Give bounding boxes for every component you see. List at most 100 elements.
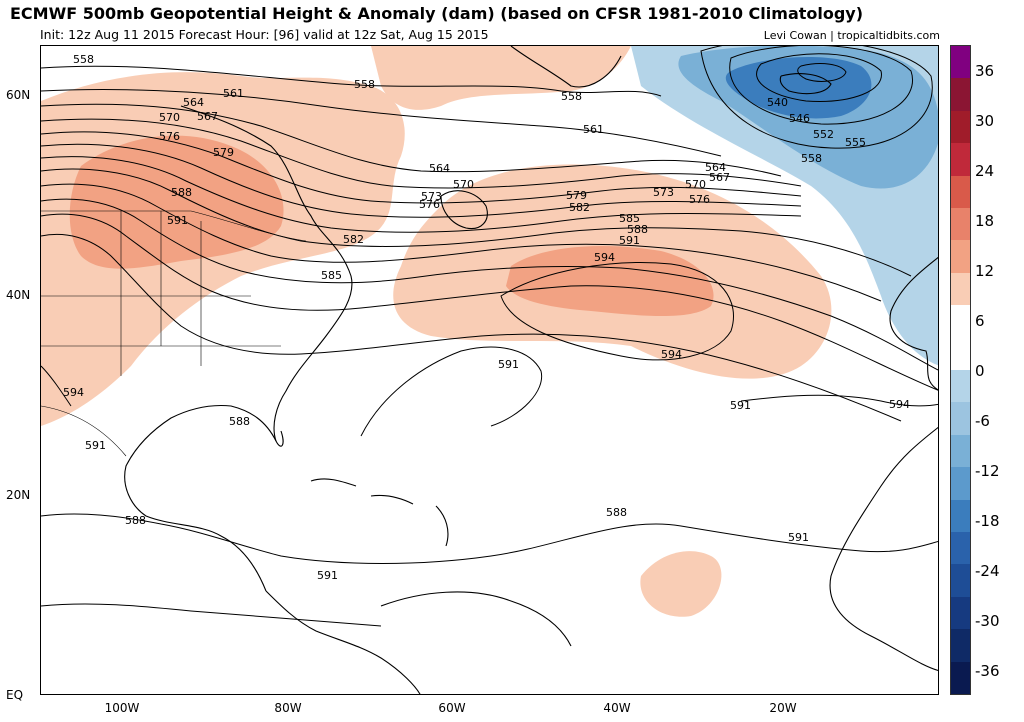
contour-label: 570 bbox=[159, 111, 180, 124]
contour-label: 591 bbox=[788, 531, 809, 544]
colorbar-label-36: 36 bbox=[975, 62, 995, 80]
contour-label: 558 bbox=[561, 90, 582, 103]
north-america-east-coast bbox=[180, 105, 353, 447]
colorbar-label-neg18: -18 bbox=[975, 512, 1000, 530]
contour-label: 591 bbox=[317, 569, 338, 582]
colorbar-label-neg6: -6 bbox=[975, 412, 990, 430]
contour-label: 591 bbox=[498, 358, 519, 371]
contour-label: 591 bbox=[167, 214, 188, 227]
negative-anomaly-center bbox=[725, 56, 872, 119]
contour-label: 588 bbox=[627, 223, 648, 236]
colorbar-segment bbox=[951, 240, 970, 274]
political-borders bbox=[41, 210, 307, 457]
colorbar-segment bbox=[951, 208, 970, 241]
colorbar-label-neg30: -30 bbox=[975, 612, 1000, 630]
contour-591-mid bbox=[360, 346, 543, 437]
anomaly-map: 5585585585615645675705765795885915645705… bbox=[41, 46, 938, 694]
colorbar-label-30: 30 bbox=[975, 112, 995, 130]
contour-label: 594 bbox=[63, 386, 84, 399]
colorbar-label-0: 0 bbox=[975, 362, 985, 380]
south-america-north-coast bbox=[380, 591, 572, 647]
contour-591-south bbox=[41, 513, 938, 564]
colorbar-segment bbox=[951, 564, 970, 598]
contour-label: 594 bbox=[661, 348, 682, 361]
colorbar-segment bbox=[951, 272, 970, 306]
contour-label: 567 bbox=[709, 171, 730, 184]
contour-label: 585 bbox=[619, 212, 640, 225]
contour-591-east bbox=[740, 394, 938, 407]
colorbar-label-6: 6 bbox=[975, 312, 985, 330]
lat-label-60n: 60N bbox=[6, 88, 31, 102]
contour-576 bbox=[41, 156, 802, 233]
colorbar-segment bbox=[951, 467, 970, 501]
positive-anomaly-greenland bbox=[371, 46, 631, 110]
colorbar-label-neg36: -36 bbox=[975, 662, 1000, 680]
contour-label: 564 bbox=[429, 162, 450, 175]
state-borders bbox=[41, 211, 281, 376]
colorbar-segment bbox=[951, 337, 970, 371]
west-africa bbox=[829, 426, 938, 671]
contour-label: 573 bbox=[421, 190, 442, 203]
contour-579 bbox=[41, 168, 912, 277]
contour-582 bbox=[41, 183, 882, 302]
contour-588-south bbox=[41, 603, 382, 627]
colorbar-segment bbox=[951, 305, 970, 339]
colorbar-segment bbox=[951, 370, 970, 403]
colorbar-segment bbox=[951, 596, 970, 630]
contour-label: 594 bbox=[889, 398, 910, 411]
map-panel: 558 558 558 561 564 567 570 576 579 588 591 564 570 5… bbox=[40, 45, 939, 695]
colorbar-segment bbox=[951, 629, 970, 663]
contour-label: 564 bbox=[183, 96, 204, 109]
colorbar-segment bbox=[951, 46, 970, 79]
contour-label: 591 bbox=[85, 439, 106, 452]
colorbar-segment bbox=[951, 499, 970, 533]
contour-564 bbox=[41, 103, 782, 177]
contour-label: 552 bbox=[813, 128, 834, 141]
colorbar-segment bbox=[951, 532, 970, 565]
lon-label-80w: 80W bbox=[274, 701, 302, 715]
contour-label: 588 bbox=[606, 506, 627, 519]
contour-561 bbox=[41, 89, 722, 157]
colorbar-label-24: 24 bbox=[975, 162, 995, 180]
contour-labels: 5585585585615645675705765795885915645705… bbox=[63, 53, 910, 582]
contour-567 bbox=[41, 118, 802, 189]
contour-label: 582 bbox=[569, 201, 590, 214]
central-america bbox=[265, 590, 421, 694]
colorbar-label-neg12: -12 bbox=[975, 462, 1000, 480]
contour-label: 576 bbox=[159, 130, 180, 143]
colorbar-segment bbox=[951, 434, 970, 468]
coastlines bbox=[124, 46, 938, 694]
contour-label: 570 bbox=[453, 178, 474, 191]
iberia-europe bbox=[889, 256, 938, 391]
contour-label: 591 bbox=[619, 234, 640, 247]
colorbar-segment bbox=[951, 402, 970, 436]
us-mexico-border bbox=[41, 405, 127, 457]
contour-555 bbox=[700, 46, 933, 149]
credit-text: Levi Cowan | tropicaltidbits.com bbox=[763, 29, 940, 42]
lon-label-20w: 20W bbox=[769, 701, 797, 715]
contour-label: 594 bbox=[594, 251, 615, 264]
lat-label-eq: EQ bbox=[6, 688, 24, 702]
contour-594-atlantic bbox=[500, 262, 734, 361]
contour-label: 555 bbox=[845, 136, 866, 149]
lat-label-20n: 20N bbox=[6, 488, 31, 502]
contour-558 bbox=[41, 65, 662, 97]
forecast-info: Init: 12z Aug 11 2015 Forecast Hour: [96… bbox=[40, 27, 489, 42]
contour-594-west bbox=[41, 365, 72, 407]
low-center-contours bbox=[700, 46, 933, 149]
contour-591 bbox=[41, 233, 902, 422]
colorbar-label-18: 18 bbox=[975, 212, 995, 230]
contour-label: 588 bbox=[171, 186, 192, 199]
contour-label: 570 bbox=[685, 178, 706, 191]
lon-label-40w: 40W bbox=[603, 701, 631, 715]
contour-label: 585 bbox=[321, 269, 342, 282]
contour-540-core bbox=[797, 63, 847, 82]
contour-label: 540 bbox=[767, 96, 788, 109]
contour-label: 579 bbox=[566, 189, 587, 202]
contour-label: 588 bbox=[125, 514, 146, 527]
iceland bbox=[779, 73, 832, 95]
greenland bbox=[510, 46, 622, 88]
contour-label: 576 bbox=[689, 193, 710, 206]
contour-570 bbox=[41, 131, 802, 204]
colorbar-segment bbox=[951, 78, 970, 112]
